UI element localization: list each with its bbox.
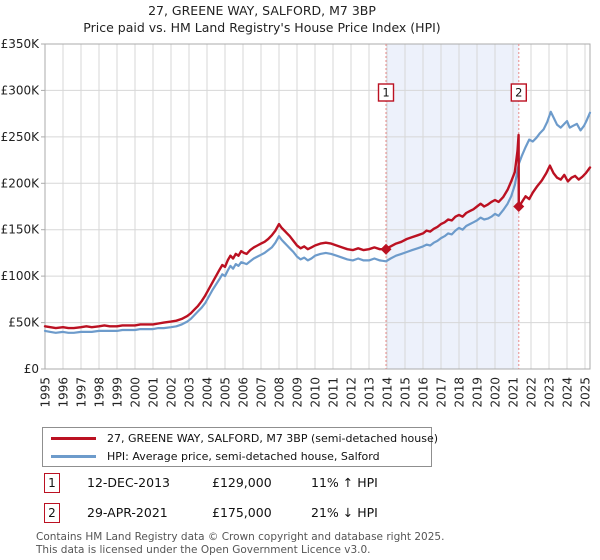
footer-line-2: This data is licensed under the Open Gov… (36, 543, 371, 556)
svg-text:£250K: £250K (1, 130, 41, 144)
svg-text:2000: 2000 (129, 377, 143, 408)
transaction-2-price: £175,000 (212, 505, 272, 520)
x-axis-labels: 1995 1996 1997 1998 1999 2000 2001 2002 2003 2004… (39, 377, 593, 408)
svg-text:2001: 2001 (147, 377, 161, 408)
legend-swatch-property-line (51, 436, 96, 440)
chart-legend: 27, GREENE WAY, SALFORD, M7 3BP (semi-de… (42, 427, 438, 467)
sale-point-markers (380, 201, 525, 255)
svg-text:£300K: £300K (1, 83, 41, 97)
transaction-row-1: 1 12-DEC-2013 £129,000 11% ↑ HPI (0, 473, 600, 495)
svg-text:2015: 2015 (399, 377, 413, 408)
svg-text:2004: 2004 (201, 377, 215, 408)
svg-text:2003: 2003 (183, 377, 197, 408)
svg-text:2025: 2025 (579, 377, 593, 408)
shaded-period-band (386, 44, 519, 369)
svg-text:2002: 2002 (165, 377, 179, 408)
svg-text:2016: 2016 (417, 377, 431, 408)
series-lines (43, 110, 592, 334)
svg-text:1999: 1999 (111, 377, 125, 408)
svg-text:2: 2 (515, 86, 522, 100)
svg-text:2023: 2023 (543, 377, 557, 408)
transaction-1-price: £129,000 (212, 475, 272, 490)
svg-text:£100K: £100K (1, 269, 41, 283)
svg-text:2014: 2014 (381, 377, 395, 408)
page-title: 27, GREENE WAY, SALFORD, M7 3BP (148, 3, 376, 18)
transaction-1-date: 12-DEC-2013 (87, 475, 170, 490)
svg-text:1997: 1997 (75, 377, 89, 408)
page-subtitle: Price paid vs. HM Land Registry's House … (83, 20, 441, 35)
svg-text:2010: 2010 (309, 377, 323, 408)
svg-text:1996: 1996 (57, 377, 71, 408)
transaction-2-marker-badge: 2 (44, 503, 60, 523)
license-footer: Contains HM Land Registry data © Crown c… (36, 531, 596, 556)
y-axis-labels: £0 £50K £100K £150K £200K £250K £300K £350K (1, 37, 41, 376)
svg-text:2012: 2012 (345, 377, 359, 408)
svg-text:2018: 2018 (453, 377, 467, 408)
svg-text:2019: 2019 (471, 377, 485, 408)
legend-item-property: 27, GREENE WAY, SALFORD, M7 3BP (semi-de… (43, 431, 438, 446)
svg-text:£150K: £150K (1, 223, 41, 237)
transaction-1-marker-badge: 1 (44, 473, 60, 493)
svg-text:2024: 2024 (561, 377, 575, 408)
svg-text:2011: 2011 (327, 377, 341, 408)
svg-text:2021: 2021 (507, 377, 521, 408)
svg-text:£50K: £50K (8, 316, 40, 330)
transaction-2-hpi-delta: 21% ↓ HPI (311, 505, 378, 520)
transaction-2-date: 29-APR-2021 (87, 505, 168, 520)
footer-line-1: Contains HM Land Registry data © Crown c… (36, 531, 445, 543)
transaction-row-2: 2 29-APR-2021 £175,000 21% ↓ HPI (0, 503, 600, 525)
plot-border (41, 43, 591, 370)
transaction-1-hpi-delta: 11% ↑ HPI (311, 475, 378, 490)
svg-text:£200K: £200K (1, 176, 41, 190)
svg-text:2022: 2022 (525, 377, 539, 408)
svg-text:2006: 2006 (237, 377, 251, 408)
price-history-chart[interactable]: £0 £50K £100K £150K £200K £250K £300K £350K 199… (0, 0, 600, 420)
svg-text:1998: 1998 (93, 377, 107, 408)
grid-lines (44, 43, 590, 370)
svg-text:2007: 2007 (255, 377, 269, 408)
svg-text:£0: £0 (24, 362, 39, 376)
legend-label-property: 27, GREENE WAY, SALFORD, M7 3BP (semi-de… (107, 431, 439, 445)
svg-text:2020: 2020 (489, 377, 503, 408)
svg-text:2008: 2008 (273, 377, 287, 408)
legend-swatch-hpi-line (51, 454, 96, 458)
svg-text:£350K: £350K (1, 37, 41, 51)
svg-text:2005: 2005 (219, 377, 233, 408)
svg-text:1: 1 (382, 86, 389, 100)
legend-label-hpi: HPI: Average price, semi-detached house,… (107, 449, 380, 463)
svg-text:2013: 2013 (363, 377, 377, 408)
svg-text:1995: 1995 (39, 377, 53, 408)
legend-item-hpi: HPI: Average price, semi-detached house,… (43, 449, 431, 464)
svg-text:2017: 2017 (435, 377, 449, 408)
svg-text:2009: 2009 (291, 377, 305, 408)
